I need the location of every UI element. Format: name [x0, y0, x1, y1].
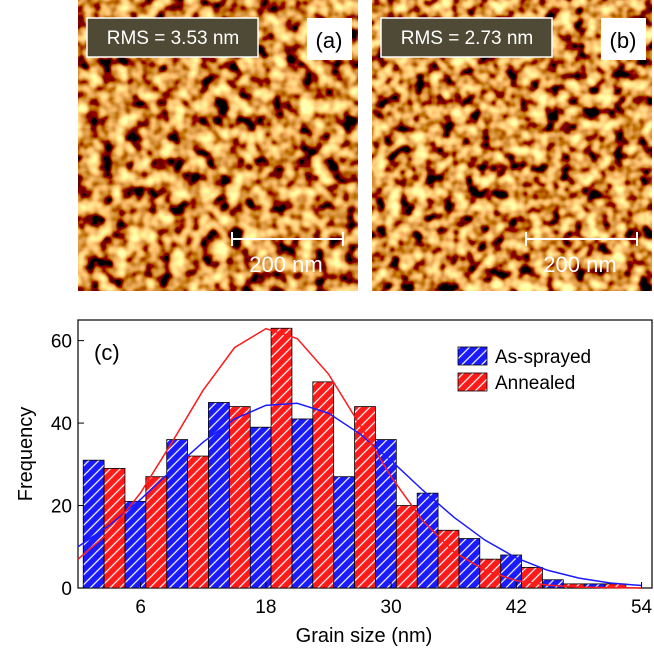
bar: [228, 406, 251, 589]
rms-label: RMS = 2.73 nm: [401, 28, 534, 49]
x-tick-label: 6: [135, 597, 146, 618]
bar: [416, 492, 439, 589]
legend-swatch: [457, 346, 488, 366]
y-axis-label: Frequency: [15, 407, 37, 502]
bar: [103, 468, 126, 589]
rms-box: [380, 17, 553, 58]
panel-label: (b): [610, 28, 637, 53]
panel-label: (c): [94, 340, 120, 365]
panel-label-box: [601, 18, 646, 60]
bar: [521, 566, 543, 589]
bar: [354, 406, 376, 589]
panel-label-box: [307, 18, 352, 60]
bar: [312, 381, 335, 589]
scale-bar: [231, 232, 344, 246]
bar: [145, 476, 168, 589]
bar: [542, 579, 564, 589]
fit-curve: [77, 327, 642, 589]
rms-label: RMS = 3.53 nm: [107, 28, 240, 49]
y-tick-label: 20: [51, 497, 72, 518]
bar: [187, 455, 209, 589]
bar: [458, 538, 481, 589]
legend-label: As-sprayed: [495, 347, 591, 368]
bar: [333, 476, 355, 589]
panel-label: (a): [316, 28, 343, 53]
x-tick-label: 54: [631, 597, 653, 618]
bar: [500, 554, 522, 589]
y-tick-label: 60: [51, 332, 72, 353]
fit-curve: [77, 402, 642, 587]
legend-swatch: [457, 372, 488, 392]
x-tick-label: 18: [255, 597, 276, 618]
x-tick-label: 30: [381, 597, 402, 618]
y-tick-label: 0: [61, 579, 72, 600]
bar: [270, 327, 293, 589]
scale-bar: [525, 232, 638, 246]
legend-label: Annealed: [495, 373, 575, 394]
bar: [479, 558, 502, 589]
bar: [249, 426, 272, 589]
bar: [82, 459, 105, 589]
bar: [291, 418, 314, 589]
y-tick-label: 40: [51, 414, 72, 435]
x-tick-label: 42: [506, 597, 527, 618]
scale-label: 200 nm: [249, 252, 322, 277]
x-axis-label: Grain size (nm): [296, 625, 433, 647]
bar: [437, 529, 460, 589]
bar: [166, 439, 188, 589]
scale-label: 200 nm: [543, 252, 616, 277]
bar: [395, 505, 418, 589]
rms-box: [86, 17, 259, 58]
bar: [124, 501, 147, 589]
